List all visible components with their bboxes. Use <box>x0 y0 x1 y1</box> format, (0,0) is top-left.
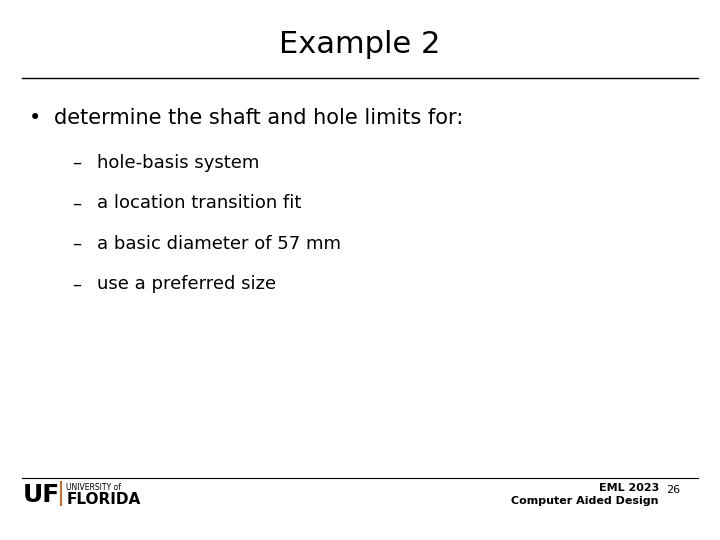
Text: –: – <box>72 194 81 212</box>
Text: use a preferred size: use a preferred size <box>97 275 276 293</box>
Text: Example 2: Example 2 <box>279 30 441 59</box>
Text: –: – <box>72 154 81 172</box>
Text: 26: 26 <box>666 485 680 495</box>
Text: UNIVERSITY of: UNIVERSITY of <box>66 483 121 492</box>
Text: hole-basis system: hole-basis system <box>97 154 260 172</box>
Text: •: • <box>29 108 41 128</box>
Text: a basic diameter of 57 mm: a basic diameter of 57 mm <box>97 235 341 253</box>
Text: determine the shaft and hole limits for:: determine the shaft and hole limits for: <box>54 108 463 128</box>
Text: Computer Aided Design: Computer Aided Design <box>511 496 659 506</box>
Text: UF: UF <box>23 483 60 507</box>
Text: –: – <box>72 275 81 293</box>
Text: EML 2023: EML 2023 <box>598 483 659 494</box>
Text: –: – <box>72 235 81 253</box>
Text: a location transition fit: a location transition fit <box>97 194 302 212</box>
Text: FLORIDA: FLORIDA <box>66 492 140 508</box>
